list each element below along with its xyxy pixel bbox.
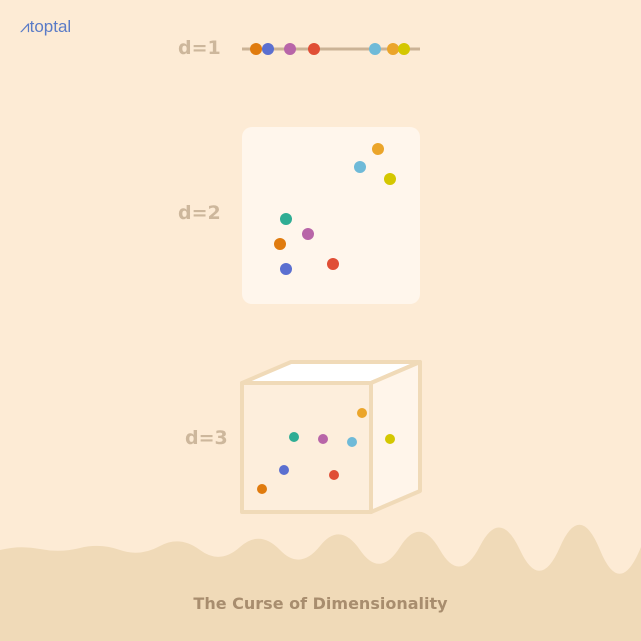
d2-dot-amber bbox=[372, 143, 384, 155]
toptal-logo-icon: ⩘ bbox=[20, 17, 30, 36]
d3-cube bbox=[240, 360, 422, 514]
logo-text: toptal bbox=[29, 17, 72, 36]
d1-dot-lightblue bbox=[369, 43, 381, 55]
d1-dot-amber bbox=[387, 43, 399, 55]
label-d3: d=3 bbox=[185, 427, 228, 449]
d2-dot-lightblue bbox=[354, 161, 366, 173]
d1-dot-red bbox=[308, 43, 320, 55]
d2-dot-red bbox=[327, 258, 339, 270]
d3-dot-purple bbox=[318, 434, 328, 444]
caption-title: The Curse of Dimensionality bbox=[193, 594, 448, 613]
d3-dot-orange bbox=[257, 484, 267, 494]
d1-dot-blue bbox=[262, 43, 274, 55]
d2-dot-purple bbox=[302, 228, 314, 240]
d1-dot-yellow bbox=[398, 43, 410, 55]
d2-square-panel bbox=[242, 127, 420, 304]
d3-dot-red bbox=[329, 470, 339, 480]
d3-dot-teal bbox=[289, 432, 299, 442]
d2-dot-blue bbox=[280, 263, 292, 275]
d3-dot-amber bbox=[357, 408, 367, 418]
d2-dot-yellow bbox=[384, 173, 396, 185]
d3-dot-blue bbox=[279, 465, 289, 475]
d3-dot-yellow bbox=[385, 434, 395, 444]
d3-dot-lightblue bbox=[347, 437, 357, 447]
sand-ground bbox=[0, 524, 641, 641]
label-d1: d=1 bbox=[178, 37, 221, 59]
d2-dot-orange bbox=[274, 238, 286, 250]
toptal-logo: ⩘toptal bbox=[20, 17, 71, 37]
label-d2: d=2 bbox=[178, 202, 221, 224]
d2-dot-teal bbox=[280, 213, 292, 225]
d1-dot-purple bbox=[284, 43, 296, 55]
d1-dot-orange bbox=[250, 43, 262, 55]
